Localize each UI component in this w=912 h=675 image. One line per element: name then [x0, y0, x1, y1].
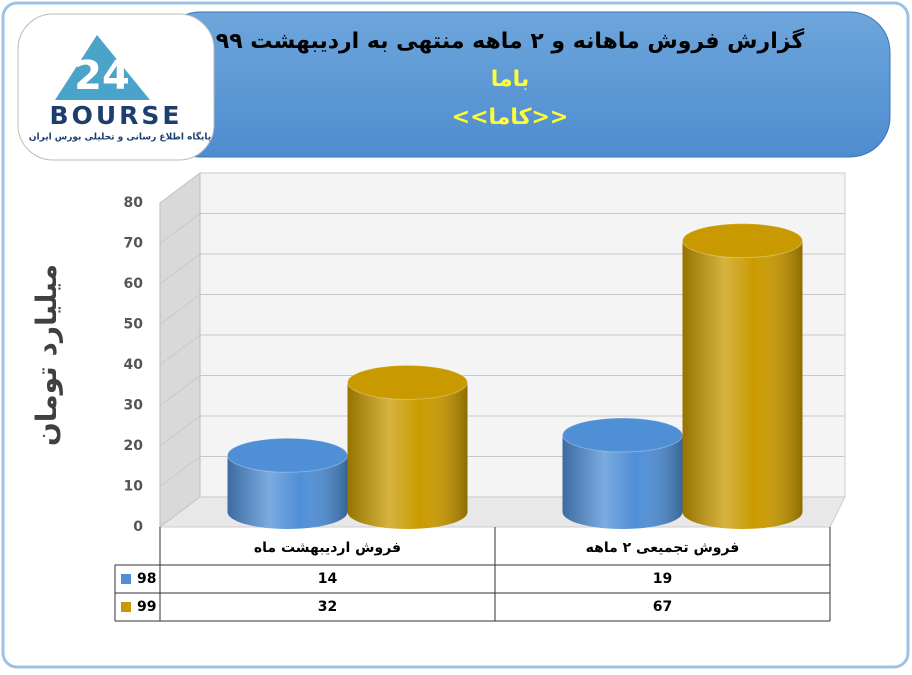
subtitle: باما: [491, 67, 529, 92]
grid-line: [159, 415, 845, 447]
bar-shade: [227, 455, 348, 529]
y-tick-label: 10: [124, 479, 144, 495]
grid-line: [159, 253, 845, 285]
x-tick-label: فروش اردیبهشت ماه: [254, 540, 401, 556]
bar: [562, 417, 683, 529]
grid-line: [159, 213, 845, 244]
bar-shade: [682, 240, 803, 529]
subtitle: <<کاما>>: [452, 105, 569, 130]
bar-shade: [562, 435, 683, 529]
logo-tagline: پایگاه اطلاع رسانی و تحلیلی بورس ایران: [29, 131, 211, 143]
grid-line: [159, 172, 845, 204]
y-tick-label: 70: [124, 236, 144, 252]
y-axis-label: میلیارد تومان: [30, 264, 63, 446]
legend-swatch: [121, 574, 131, 584]
plot: 0 10 20 30 40 50 60 70 80 فروش اردیبهشت ماه فروش ت…: [114, 172, 846, 622]
table-value: 19: [653, 571, 672, 587]
bar-top: [347, 364, 468, 400]
grid-line: [159, 375, 845, 406]
logo-number: 24: [74, 53, 130, 99]
grid-line: [159, 294, 845, 325]
y-tick-label: 80: [124, 195, 144, 211]
x-tick-label: فروش تجمیعی ۲ ماهه: [586, 540, 740, 556]
y-tick-label: 30: [124, 398, 144, 414]
y-tick-label: 50: [124, 317, 144, 333]
bar-shade: [347, 382, 468, 529]
legend-label: 98: [137, 571, 156, 587]
y-tick-label: 60: [124, 276, 144, 292]
bar-top: [562, 417, 683, 453]
bar-top: [227, 437, 348, 473]
bar: [227, 437, 348, 529]
legend-label: 99: [137, 599, 156, 615]
y-tick-label: 0: [133, 519, 143, 535]
y-tick-label: 20: [124, 438, 144, 454]
title: گزارش فروش ماهانه و ۲ ماهه منتهی به اردی…: [216, 27, 805, 54]
table-value: 32: [318, 599, 337, 615]
bar: [682, 223, 803, 529]
table-value: 14: [318, 571, 338, 587]
logo-name: BOURSE: [50, 101, 183, 130]
y-tick-label: 40: [124, 357, 144, 373]
grid-line: [159, 334, 845, 366]
bar-top: [682, 223, 803, 259]
bar: [347, 364, 468, 529]
table-value: 67: [653, 599, 672, 615]
legend-swatch: [121, 602, 131, 612]
logo-shape: [55, 35, 150, 100]
